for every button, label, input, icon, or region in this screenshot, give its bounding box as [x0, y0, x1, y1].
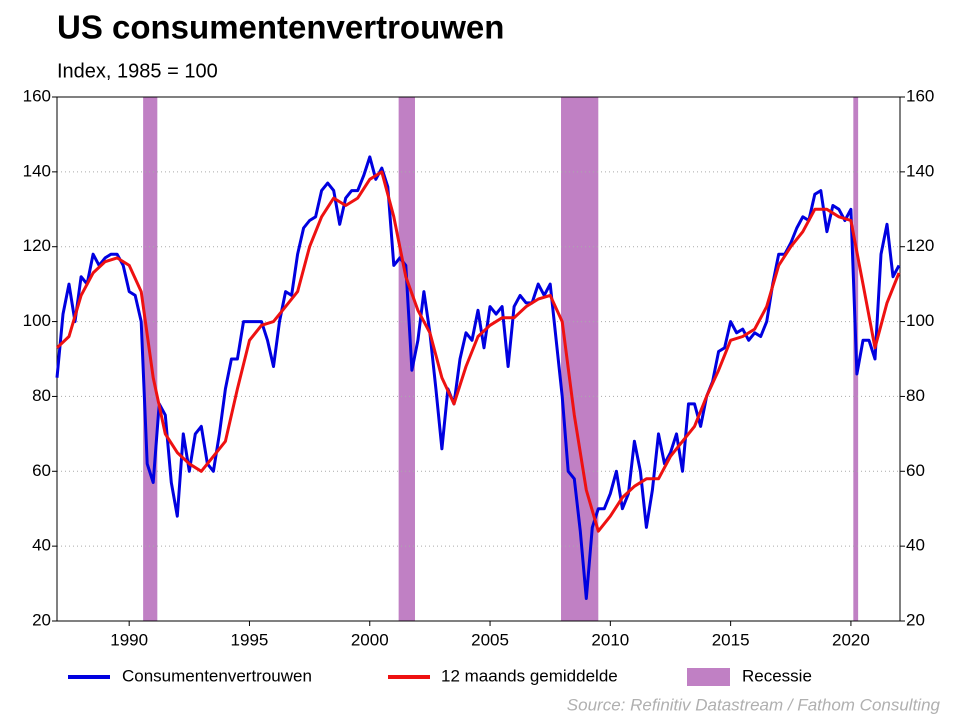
x-tick-label: 2000: [351, 630, 389, 649]
y-tick-label: 20: [32, 610, 51, 629]
y2-tick-label: 40: [906, 536, 925, 555]
series-line: [55, 170, 901, 533]
x-tick-label: 2005: [471, 630, 509, 649]
y2-tick-label: 140: [906, 161, 934, 180]
x-tick-label: 2015: [712, 630, 750, 649]
x-tick-label: 1990: [110, 630, 148, 649]
source: Source: Refinitiv Datastream / Fathom Co…: [567, 695, 941, 714]
legend-label: Recessie: [742, 666, 812, 685]
y2-tick-label: 20: [906, 610, 925, 629]
y2-tick-label: 80: [906, 386, 925, 405]
legend-label: 12 maands gemiddelde: [441, 666, 618, 685]
y2-tick-label: 120: [906, 236, 934, 255]
y-tick-label: 120: [23, 236, 51, 255]
y2-tick-label: 60: [906, 461, 925, 480]
x-tick-label: 2010: [591, 630, 629, 649]
y-tick-label: 60: [32, 461, 51, 480]
legend-label: Consumentenvertrouwen: [122, 666, 312, 685]
y-tick-label: 100: [23, 311, 51, 330]
legend-swatch: [687, 668, 730, 686]
recession-band: [398, 97, 415, 621]
chart-subtitle: Index, 1985 = 100: [57, 60, 218, 82]
series-line: [55, 155, 901, 600]
y-tick-label: 80: [32, 386, 51, 405]
y2-tick-label: 100: [906, 311, 934, 330]
chart-title: US consumentenvertrouwen: [57, 9, 504, 46]
y2-tick-label: 160: [906, 86, 934, 105]
y-tick-label: 40: [32, 536, 51, 555]
x-tick-label: 1995: [231, 630, 269, 649]
x-tick-label: 2020: [832, 630, 870, 649]
plot-frame: [56, 96, 901, 622]
y-tick-label: 160: [23, 86, 51, 105]
y-tick-label: 140: [23, 161, 51, 180]
